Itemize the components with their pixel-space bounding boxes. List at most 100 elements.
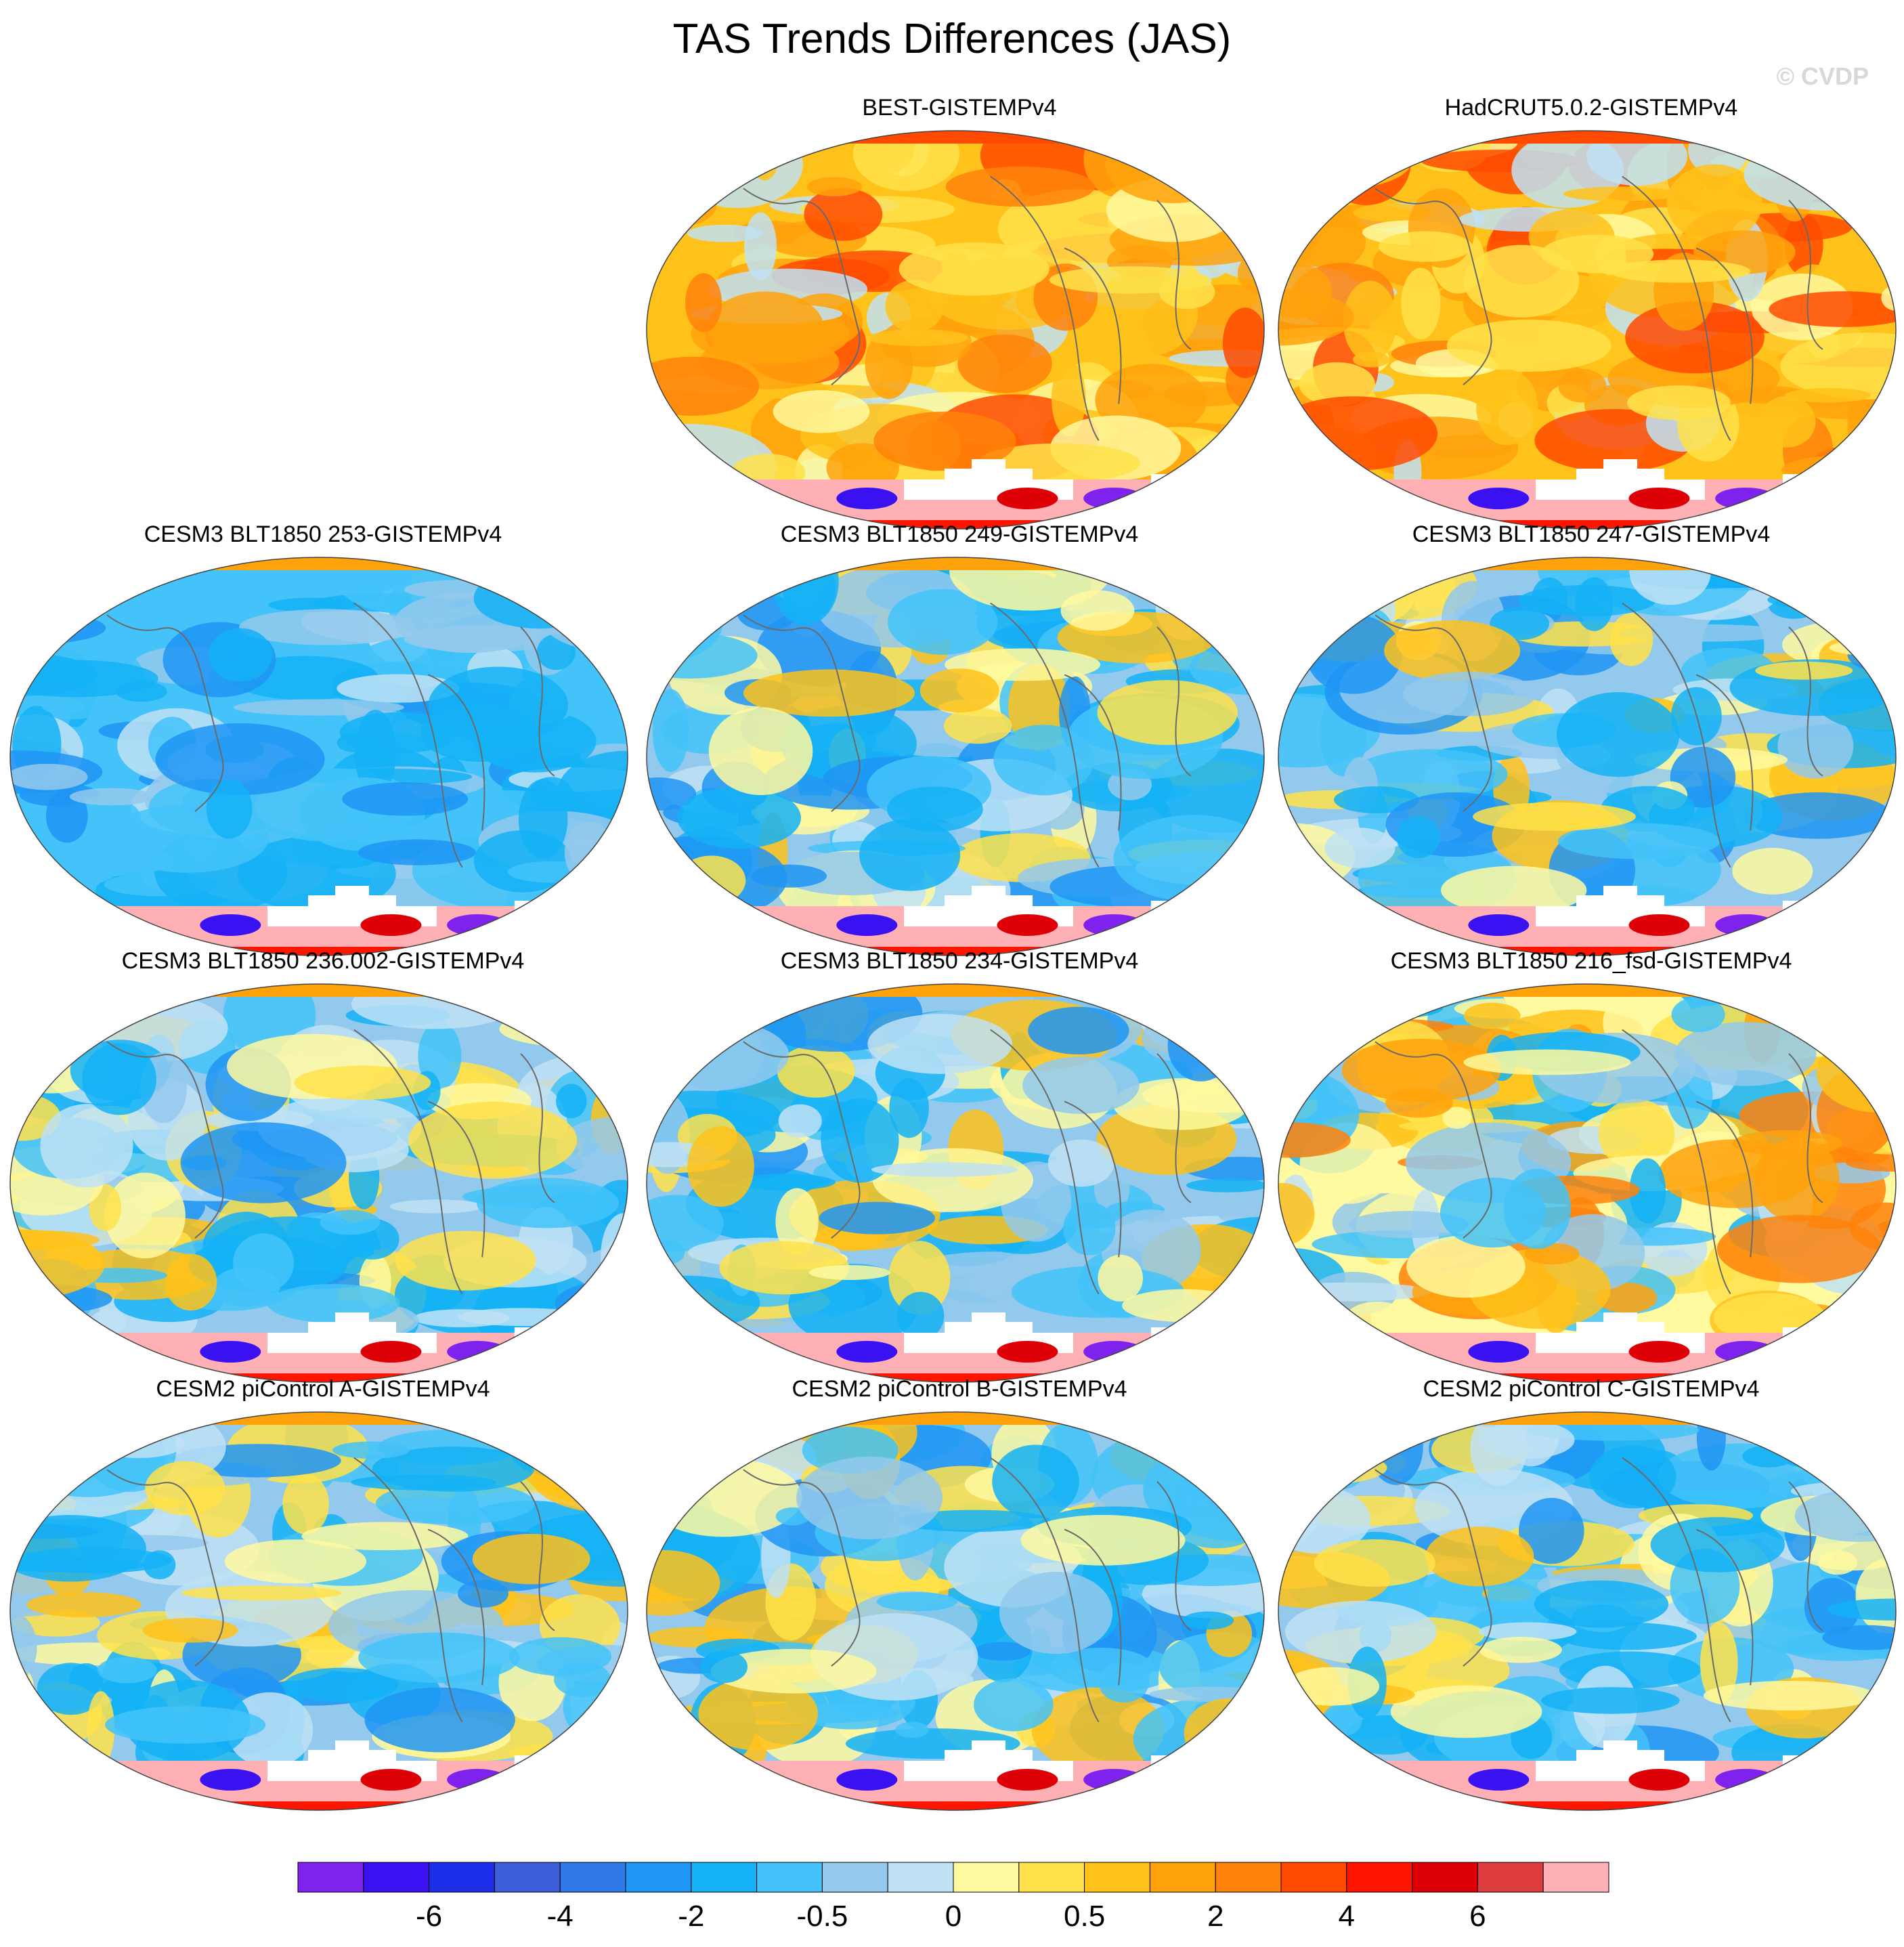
antarctic-anomaly	[700, 1769, 762, 1791]
field-patch	[647, 182, 717, 227]
antarctic-anomaly	[64, 1769, 125, 1791]
antarctic-anomaly	[1332, 914, 1393, 936]
antarctic-anomaly	[200, 914, 261, 936]
field-patch	[428, 666, 569, 744]
field-patch	[1784, 214, 1823, 276]
field-patch	[10, 984, 62, 1017]
antarctic-anomaly	[997, 1341, 1058, 1363]
field-patch	[1022, 1056, 1140, 1114]
field-patch	[1671, 997, 1725, 1033]
coastline	[743, 1029, 1192, 1295]
field-patch	[1832, 624, 1896, 645]
missing-data	[1150, 1755, 1212, 1772]
missing-data	[1782, 1327, 1844, 1344]
field-patch	[1618, 624, 1790, 642]
field-patch	[1703, 1681, 1876, 1711]
field-patch	[1278, 288, 1354, 346]
field-patch	[1463, 244, 1580, 318]
field-patch	[945, 166, 1096, 207]
field-patch	[1020, 1515, 1186, 1566]
field-patch	[1629, 1158, 1666, 1224]
field-patch	[556, 1117, 628, 1178]
antarctic-anomaly	[1332, 488, 1393, 509]
field-patch	[90, 1309, 127, 1335]
missing-data	[514, 901, 576, 917]
panel-title: CESM3 BLT1850 234-GISTEMPv4	[780, 948, 1139, 974]
field-patch	[1732, 847, 1813, 895]
field-patch	[180, 1122, 347, 1203]
field-patch	[1598, 1098, 1675, 1170]
field-patch	[583, 1699, 628, 1768]
field-patch	[888, 1241, 951, 1315]
panel-title: HadCRUT5.0.2-GISTEMPv4	[1444, 95, 1738, 121]
field-patch	[1149, 1686, 1264, 1702]
field-patch	[595, 557, 628, 625]
field-patch	[1182, 1611, 1234, 1630]
field-patch	[1556, 691, 1680, 777]
field-patch	[1278, 1122, 1351, 1158]
field-patch	[1755, 661, 1853, 680]
field-patch	[1822, 1625, 1896, 1650]
field-patch	[1200, 131, 1264, 181]
field-patch	[1143, 1461, 1190, 1518]
field-patch	[943, 708, 1012, 744]
field-patch	[94, 1429, 184, 1458]
field-patch	[10, 572, 56, 645]
field-patch	[1519, 1497, 1584, 1564]
field-patch	[1541, 1687, 1680, 1714]
field-patch	[1148, 984, 1208, 1040]
missing-data	[1782, 1755, 1844, 1772]
field-patch	[562, 1730, 598, 1747]
field-patch	[949, 557, 1112, 611]
panel-title: CESM3 BLT1850 253-GISTEMPv4	[144, 521, 502, 547]
missing-data	[1150, 901, 1212, 917]
field-patch	[294, 1065, 431, 1100]
map-panel: CESM2 piControl B-GISTEMPv4	[645, 1376, 1274, 1811]
field-patch	[1758, 395, 1816, 448]
field-patch	[1028, 1006, 1129, 1055]
field-patch	[1534, 1580, 1669, 1628]
field-patch	[10, 763, 88, 790]
field-patch	[507, 861, 600, 883]
field-patch	[1563, 186, 1678, 202]
field-patch	[45, 789, 88, 843]
field-patch	[1558, 368, 1607, 403]
field-patch	[1609, 613, 1653, 666]
field-patch	[320, 1210, 381, 1235]
field-patch	[1351, 749, 1508, 800]
antarctic-anomaly	[997, 488, 1058, 509]
field-patch	[1742, 1445, 1795, 1468]
field-patch	[1186, 1178, 1264, 1193]
field-patch	[233, 1233, 294, 1293]
field-patch	[337, 674, 460, 703]
coastline	[106, 602, 555, 868]
field-patch	[1674, 1022, 1817, 1086]
field-patch	[10, 602, 48, 627]
field-patch	[1442, 1107, 1472, 1129]
antarctic-anomaly	[1468, 914, 1530, 936]
field-patch	[1744, 792, 1892, 839]
field-patch	[895, 1721, 929, 1738]
missing-data	[1782, 474, 1844, 490]
field-patch	[999, 1571, 1113, 1654]
field-patch	[676, 855, 746, 905]
field-patch	[897, 1510, 1052, 1533]
field-patch	[688, 1413, 788, 1436]
field-patch	[104, 1172, 186, 1259]
field-patch	[1473, 802, 1636, 831]
field-patch	[957, 334, 1052, 393]
field-patch	[1063, 1201, 1116, 1256]
field-patch	[358, 1632, 520, 1684]
field-patch	[1196, 590, 1264, 632]
field-patch	[647, 1304, 706, 1320]
field-patch	[181, 1585, 342, 1601]
field-patch	[1589, 1445, 1676, 1509]
map-panel: CESM3 BLT1850 249-GISTEMPv4	[645, 521, 1274, 956]
field-patch	[1278, 1470, 1306, 1519]
field-patch	[1278, 131, 1321, 172]
antarctic-anomaly	[1332, 1769, 1393, 1791]
field-patch	[1221, 1412, 1254, 1480]
field-patch	[301, 1522, 469, 1551]
panel-title: CESM3 BLT1850 247-GISTEMPv4	[1412, 521, 1771, 547]
